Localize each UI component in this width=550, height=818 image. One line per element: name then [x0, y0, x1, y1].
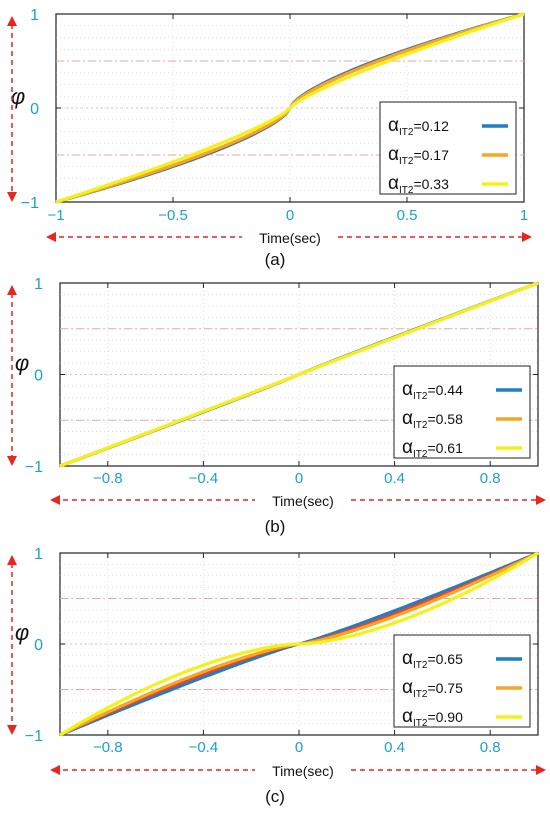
- chart-panel-2: −1 0 1 φ −0.8 −0.4 0 0.4 0.8 Time(sec) (b) αIT2=0.4…: [7, 276, 546, 536]
- y-tick-label: 1: [30, 7, 39, 24]
- chart-panel-3: −1 0 1 φ −0.8 −0.4 0 0.4 0.8 Time(sec) (c) αIT2=0.6…: [7, 546, 546, 806]
- y-tick-label: 0: [30, 101, 39, 118]
- panel-caption: (a): [265, 250, 286, 269]
- x-tick-label: −0.8: [93, 470, 123, 487]
- x-tick-label: 0.4: [384, 739, 405, 756]
- x-tick-label: −0.4: [189, 739, 219, 756]
- x-tick-label: 0.4: [384, 470, 405, 487]
- arrow-head-right: [536, 495, 546, 505]
- x-tick-label: −0.4: [189, 470, 219, 487]
- panel-caption: (c): [265, 787, 285, 806]
- y-tick-label: −1: [21, 195, 39, 212]
- x-axis-label: Time(sec): [272, 763, 334, 779]
- legend-box: [379, 101, 517, 195]
- legend: αIT2=0.44 αIT2=0.58 αIT2=0.61: [393, 365, 531, 460]
- arrow-head-left: [50, 765, 60, 775]
- arrow-head-down: [7, 192, 17, 202]
- arrow-head-left: [50, 495, 60, 505]
- x-axis-label: Time(sec): [272, 493, 334, 509]
- y-axis-label: φ: [15, 620, 29, 645]
- legend-label: αIT2=0.61: [402, 437, 463, 460]
- y-tick-label: 1: [34, 546, 43, 563]
- legend: αIT2=0.12 αIT2=0.17 αIT2=0.33: [379, 101, 517, 196]
- arrow-head-up: [7, 555, 17, 565]
- legend: αIT2=0.65 αIT2=0.75 αIT2=0.90: [393, 634, 531, 729]
- x-tick-label: 0.8: [480, 739, 501, 756]
- legend-label: αIT2=0.17: [388, 144, 449, 167]
- x-tick-label: 0.8: [480, 470, 501, 487]
- legend-label: αIT2=0.12: [388, 115, 449, 138]
- panel-caption: (b): [265, 517, 286, 536]
- legend-label: αIT2=0.65: [402, 648, 463, 671]
- arrow-head-left: [46, 232, 56, 242]
- legend-label: αIT2=0.44: [402, 379, 463, 402]
- y-tick-label: 0: [34, 368, 43, 385]
- legend-label: αIT2=0.90: [402, 706, 463, 729]
- x-axis-label: Time(sec): [259, 230, 321, 246]
- arrow-head-down: [7, 725, 17, 735]
- y-tick-label: −1: [25, 728, 43, 745]
- x-tick-label: 1: [520, 207, 528, 224]
- x-tick-label: −1: [47, 207, 64, 224]
- x-tick-label: 0: [286, 207, 294, 224]
- legend-box: [393, 634, 531, 728]
- y-tick-label: 0: [34, 637, 43, 654]
- x-tick-label: 0.5: [397, 207, 418, 224]
- arrow-head-up: [7, 285, 17, 295]
- arrow-head-down: [7, 456, 17, 466]
- legend-label: αIT2=0.58: [402, 408, 463, 431]
- series-line-3: [59, 551, 539, 737]
- series-line-3: [59, 281, 539, 468]
- y-tick-label: −1: [25, 459, 43, 476]
- legend-box: [393, 365, 531, 459]
- x-tick-label: 0: [295, 470, 303, 487]
- y-tick-label: 1: [34, 276, 43, 293]
- x-tick-label: −0.8: [93, 739, 123, 756]
- legend-label: αIT2=0.33: [388, 173, 449, 196]
- y-axis-label: φ: [15, 351, 29, 376]
- x-tick-label: 0: [295, 739, 303, 756]
- arrow-head-up: [7, 16, 17, 26]
- y-axis-label: φ: [11, 84, 25, 109]
- series-line-3: [55, 12, 525, 204]
- legend-label: αIT2=0.75: [402, 677, 463, 700]
- arrow-head-right: [522, 232, 532, 242]
- x-tick-label: −0.5: [158, 207, 188, 224]
- arrow-head-right: [536, 765, 546, 775]
